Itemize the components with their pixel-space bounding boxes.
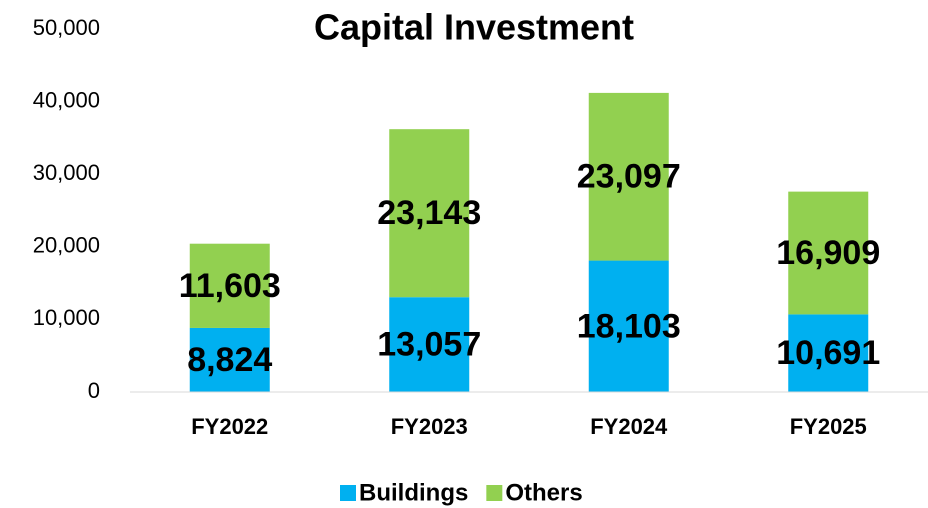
data-label: 10,691 [776,334,880,372]
bar-segment [588,260,669,392]
legend-label: Others [505,479,582,506]
data-label: 16,909 [776,234,880,272]
x-tick-label: FY2022 [191,414,268,439]
bar-segment [189,327,270,392]
data-label: 23,143 [377,194,481,232]
data-label: 8,824 [187,341,272,379]
bar-segment [389,297,470,392]
data-label: 13,057 [377,326,481,364]
data-label: 11,603 [179,267,281,305]
x-tick-label: FY2024 [590,414,668,439]
y-tick-label: 30,000 [33,160,100,185]
data-label: 23,097 [577,158,681,196]
legend-swatch [340,485,356,501]
data-label: 18,103 [577,307,681,345]
y-tick-label: 50,000 [33,15,100,40]
x-tick-label: FY2023 [391,414,468,439]
legend-label: Buildings [359,479,468,506]
y-tick-label: 10,000 [33,305,100,330]
y-tick-label: 40,000 [33,87,100,112]
bar-segment [788,191,869,315]
bar-segment [389,129,470,298]
bar-segment [788,314,869,392]
chart-title: Capital Investment [314,7,634,48]
y-tick-label: 0 [88,378,100,403]
y-tick-label: 20,000 [33,233,100,258]
bar-segment [189,243,270,328]
bar-segment [588,92,669,261]
x-tick-label: FY2025 [790,414,867,439]
legend-swatch [486,485,503,501]
